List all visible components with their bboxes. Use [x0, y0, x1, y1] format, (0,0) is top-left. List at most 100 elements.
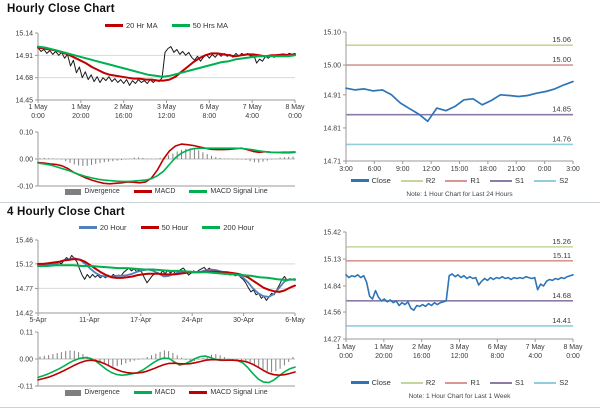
svg-text:3 May: 3 May — [157, 104, 177, 111]
svg-text:8:00: 8:00 — [203, 113, 217, 120]
blue-line-swatch — [78, 226, 97, 229]
legend-item-divergence: Divergence — [65, 188, 120, 195]
bottom-divider — [0, 407, 600, 408]
legend-item-s1: S1 — [490, 378, 524, 387]
svg-text:5-Apr: 5-Apr — [29, 317, 47, 324]
svg-text:15.11: 15.11 — [553, 251, 571, 260]
svg-text:6-May: 6-May — [285, 317, 305, 324]
svg-text:4:00: 4:00 — [245, 113, 259, 120]
legend-label: S2 — [559, 176, 569, 185]
red-line-swatch — [133, 190, 152, 193]
svg-text:16:00: 16:00 — [115, 113, 133, 120]
legend-label: R1 — [470, 378, 480, 387]
svg-text:1 May: 1 May — [336, 344, 356, 351]
hourly-macd-legend: Divergence MACD MACD Signal Line — [38, 188, 295, 195]
svg-text:20:00: 20:00 — [375, 353, 393, 360]
svg-text:16:00: 16:00 — [413, 353, 431, 360]
svg-text:0:00: 0:00 — [538, 166, 552, 173]
svg-text:15:00: 15:00 — [451, 166, 469, 173]
four-hourly-price-legend: 20 Hour 50 Hour 200 Hour — [38, 223, 295, 232]
legend-item-r2: R2 — [400, 378, 435, 387]
legend-item-200hour: 200 Hour — [202, 223, 254, 232]
h24-note: Note: 1 Hour Chart for Last 24 Hours — [406, 191, 513, 198]
olive-line-swatch — [400, 179, 423, 182]
hourly-price-legend: 20 Hr MA 50 Hrs MA — [38, 21, 295, 30]
svg-text:15.12: 15.12 — [15, 261, 33, 268]
legend-label: 50 Hour — [161, 223, 189, 232]
purple-line-swatch — [490, 381, 512, 384]
svg-text:14.27: 14.27 — [323, 337, 341, 344]
legend-label: Divergence — [84, 188, 120, 195]
green-line-swatch — [171, 24, 190, 27]
red-line-swatch — [189, 391, 208, 394]
svg-text:14.41: 14.41 — [552, 316, 571, 325]
svg-text:8:00: 8:00 — [491, 353, 505, 360]
svg-text:17-Apr: 17-Apr — [130, 317, 152, 324]
svg-text:11-Apr: 11-Apr — [79, 317, 100, 324]
legend-label: S1 — [515, 378, 525, 387]
legend-item-r2: R2 — [400, 176, 435, 185]
legend-item-macd-signal: MACD Signal Line — [189, 389, 268, 396]
svg-text:2 May: 2 May — [114, 104, 134, 111]
svg-text:14.91: 14.91 — [15, 53, 33, 60]
legend-label: MACD Signal Line — [210, 389, 268, 396]
legend-label: 20 Hour — [99, 223, 127, 232]
svg-text:20:00: 20:00 — [72, 113, 90, 120]
svg-text:14.76: 14.76 — [552, 134, 571, 143]
svg-text:14.42: 14.42 — [15, 311, 33, 318]
svg-text:3:00: 3:00 — [566, 166, 580, 173]
legend-item-close: Close — [350, 176, 391, 185]
blue-line-swatch — [350, 179, 369, 182]
svg-text:-0.11: -0.11 — [18, 384, 34, 391]
legend-label: MACD — [154, 389, 176, 396]
svg-text:14.91: 14.91 — [323, 92, 341, 99]
olive-line-swatch — [400, 381, 423, 384]
svg-text:6 May: 6 May — [488, 344, 508, 351]
svg-text:3 May: 3 May — [450, 344, 470, 351]
legend-item-close: Close — [350, 378, 391, 387]
svg-text:14.45: 14.45 — [15, 98, 33, 105]
h24-legend: Close R2 R1 S1 S2 — [346, 176, 573, 185]
four-hourly-price-chart: 15.46 15.12 14.77 14.42 5-Apr 11-Apr 17-Apr 24-… — [0, 233, 305, 325]
legend-label: S1 — [515, 176, 525, 185]
legend-item-50hour: 50 Hour — [140, 223, 189, 232]
svg-text:-0.10: -0.10 — [17, 184, 33, 191]
svg-text:12:00: 12:00 — [451, 353, 469, 360]
svg-text:15.14: 15.14 — [15, 31, 33, 38]
legend-label: 50 Hrs MA — [192, 21, 229, 30]
svg-text:15.00: 15.00 — [323, 63, 341, 70]
legend-label: MACD — [154, 188, 176, 195]
svg-text:0:00: 0:00 — [566, 353, 580, 360]
svg-text:4:00: 4:00 — [528, 353, 542, 360]
svg-text:9:00: 9:00 — [396, 166, 410, 173]
legend-item-r1: R1 — [445, 378, 480, 387]
svg-text:14.77: 14.77 — [15, 286, 33, 293]
svg-text:0.00: 0.00 — [19, 357, 33, 364]
blue-line-swatch — [350, 381, 369, 384]
svg-text:6 May: 6 May — [200, 104, 220, 111]
svg-text:0:00: 0:00 — [339, 353, 353, 360]
svg-text:14.71: 14.71 — [323, 159, 341, 166]
svg-text:1 May: 1 May — [374, 344, 394, 351]
cyan-line-swatch — [534, 381, 557, 384]
svg-text:30-Apr: 30-Apr — [233, 317, 255, 324]
four-hourly-macd-legend: Divergence MACD MACD Signal Line — [38, 389, 295, 396]
legend-label: 20 Hr MA — [125, 21, 158, 30]
svg-text:15.42: 15.42 — [323, 230, 341, 237]
legend-item-20hour: 20 Hour — [78, 223, 127, 232]
svg-text:15.13: 15.13 — [323, 256, 341, 263]
svg-text:15.10: 15.10 — [323, 30, 341, 37]
svg-text:8 May: 8 May — [285, 104, 305, 111]
legend-item-s2: S2 — [534, 378, 568, 387]
svg-text:15.26: 15.26 — [552, 237, 571, 246]
svg-text:24-Apr: 24-Apr — [182, 317, 204, 324]
hourly-chart-title: Hourly Close Chart — [7, 3, 115, 15]
svg-text:6:00: 6:00 — [368, 166, 382, 173]
svg-text:14.81: 14.81 — [323, 125, 341, 132]
h24-pivot-chart: 15.10 15.00 14.91 14.81 14.71 15.06 15.00 14.85… — [300, 25, 600, 180]
svg-text:7 May: 7 May — [526, 344, 546, 351]
svg-text:0.11: 0.11 — [20, 330, 33, 337]
svg-text:1 May: 1 May — [71, 104, 91, 111]
svg-text:7 May: 7 May — [243, 104, 263, 111]
